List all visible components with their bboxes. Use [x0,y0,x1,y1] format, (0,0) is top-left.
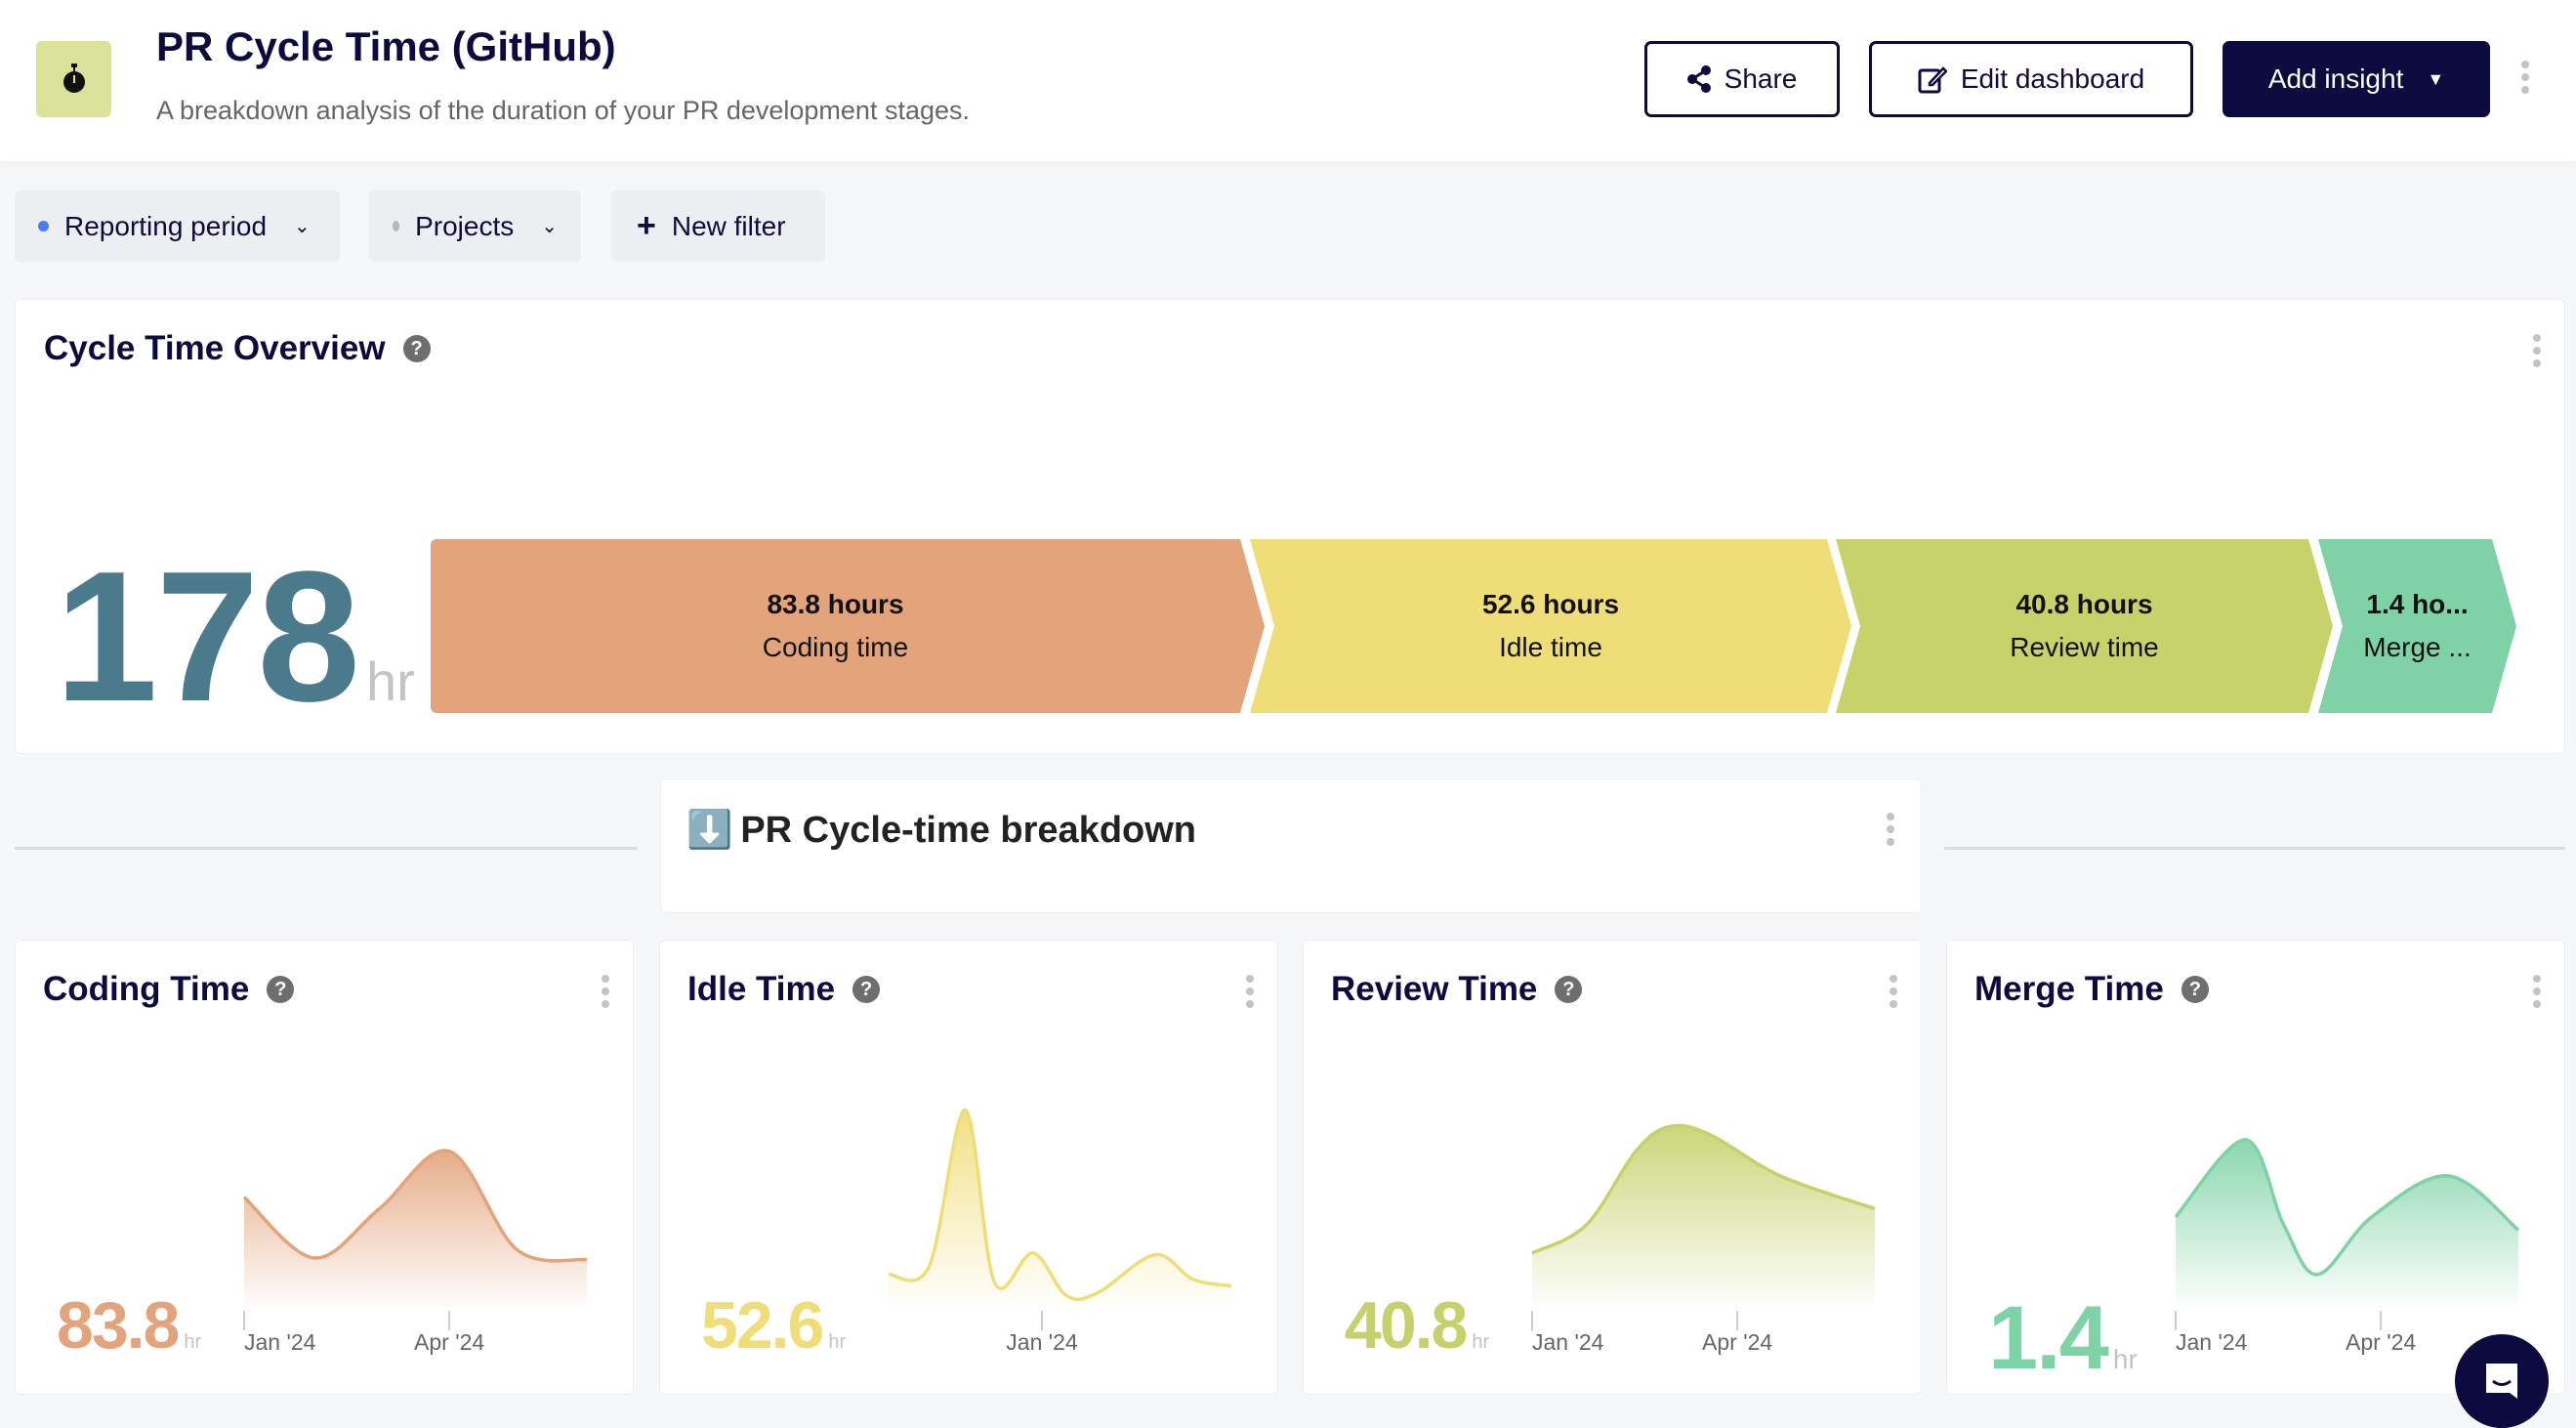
share-button[interactable]: Share [1644,41,1840,117]
page-subtitle: A breakdown analysis of the duration of … [156,96,970,125]
idle-time-card: Idle Time? Jan '24 52.6 hr [659,940,1278,1395]
segment-value: 52.6 hours [1481,589,1620,619]
merge-time-chart: Jan '24 Apr '24 [2174,1138,2520,1355]
more-options-icon[interactable] [1246,975,1254,1008]
chat-support-button[interactable] [2455,1334,2549,1428]
total-cycle-time: 178 [55,533,360,740]
x-tick-label: Jan '24 [1532,1329,1604,1355]
merge-time-card: Merge Time? Jan '24 Apr '24 1.4 hr [1946,940,2565,1395]
divider [15,847,638,850]
cycle-segment[interactable]: 1.4 ho... Merge ... [2318,539,2516,713]
filter-reporting-period[interactable]: Reporting period ⌄ [15,190,340,262]
more-options-icon[interactable] [2521,61,2529,94]
status-dot [38,221,49,231]
unit-label: hr [828,1331,847,1353]
card-title: Coding Time [43,970,250,1008]
card-title: Cycle Time Overview [44,329,386,367]
chart-line [1531,1123,1876,1255]
cycle-segment[interactable]: 52.6 hours Idle time [1250,539,1851,713]
unit-label: hr [1472,1331,1490,1353]
chart-area [2176,1139,2518,1311]
card-title: Merge Time [1974,970,2164,1008]
cycle-segment[interactable]: 83.8 hours Coding time [431,539,1265,713]
segment-label: Review time [2010,632,2159,662]
chart-line [2174,1138,2520,1277]
more-options-icon[interactable] [1887,813,1894,846]
chart-line [888,1108,1232,1302]
filter-label: Reporting period [64,210,268,241]
coding-time-chart: Jan '24 Apr '24 [242,1149,588,1355]
down-arrow-icon: ⬇️ [686,810,733,851]
unit-label: hr [2112,1344,2138,1374]
metric-value: 1.4 [1988,1288,2109,1388]
chart-line [242,1149,588,1263]
share-icon [1686,65,1711,93]
review-time-card: Review Time? Jan '24 Apr '24 40.8 hr [1303,940,1922,1395]
section-title: PR Cycle-time breakdown [740,809,1197,851]
x-tick-label: Apr '24 [414,1329,484,1355]
segment-label: Idle time [1499,632,1602,662]
more-options-icon[interactable] [1890,975,1897,1008]
x-tick-label: Jan '24 [244,1329,316,1355]
x-tick-label: Jan '24 [1006,1329,1078,1355]
caret-down-icon: ▼ [2427,68,2445,89]
more-options-icon[interactable] [602,975,609,1008]
chat-icon [2486,1364,2517,1399]
cycle-segment[interactable]: 40.8 hours Review time [1836,539,2333,713]
new-filter-button[interactable]: + New filter [611,190,825,262]
filter-projects[interactable]: Projects ⌄ [369,190,581,262]
metric-value: 40.8 [1345,1288,1468,1363]
edit-dashboard-button[interactable]: Edit dashboard [1869,41,2193,117]
stopwatch-icon [36,41,111,117]
filter-label: New filter [671,210,786,241]
help-icon[interactable]: ? [402,335,431,362]
idle-time-chart: Jan '24 [888,1108,1232,1355]
x-tick-label: Jan '24 [2176,1329,2248,1355]
status-dot [393,221,400,231]
add-insight-label: Add insight [2267,63,2404,94]
more-options-icon[interactable] [2533,334,2541,367]
more-options-icon[interactable] [2533,975,2541,1008]
segment-label: Coding time [762,632,909,662]
review-time-chart: Jan '24 Apr '24 [1531,1123,1876,1355]
dashboard-header: PR Cycle Time (GitHub) A breakdown analy… [0,0,2576,161]
segment-value: 40.8 hours [2015,589,2153,619]
chevron-down-icon: ⌄ [541,216,558,237]
card-title: Idle Time [687,970,836,1008]
card-title: Review Time [1331,970,1538,1008]
plus-icon: + [637,207,656,244]
add-insight-button[interactable]: Add insight ▼ [2223,41,2490,117]
metric-value: 83.8 [57,1288,180,1363]
chevron-down-icon: ⌄ [294,216,311,237]
help-icon[interactable]: ? [1555,976,1583,1003]
unit-label: hr [366,651,415,712]
edit-dashboard-label: Edit dashboard [1960,63,2145,94]
edit-icon [1918,66,1947,94]
page-title: PR Cycle Time (GitHub) [156,23,616,69]
metric-value: 52.6 [701,1288,824,1363]
help-icon[interactable]: ? [2181,976,2209,1003]
divider [1944,847,2565,850]
share-label: Share [1724,63,1798,94]
breakdown-section-card: ⬇️ PR Cycle-time breakdown [660,778,1922,913]
filter-label: Projects [415,210,515,241]
segment-value: 1.4 ho... [2366,589,2469,619]
x-tick-label: Apr '24 [1702,1329,1772,1355]
chart-area [889,1110,1231,1311]
segment-value: 83.8 hours [767,589,904,619]
help-icon[interactable]: ? [852,976,881,1003]
chart-area [1532,1125,1875,1311]
coding-time-card: Coding Time? Jan '24 Apr '24 83.8 hr [15,940,634,1395]
chart-area [244,1150,587,1311]
unit-label: hr [184,1331,202,1353]
help-icon[interactable]: ? [267,976,295,1003]
segment-label: Merge ... [2363,632,2472,662]
x-tick-label: Apr '24 [2346,1329,2416,1355]
